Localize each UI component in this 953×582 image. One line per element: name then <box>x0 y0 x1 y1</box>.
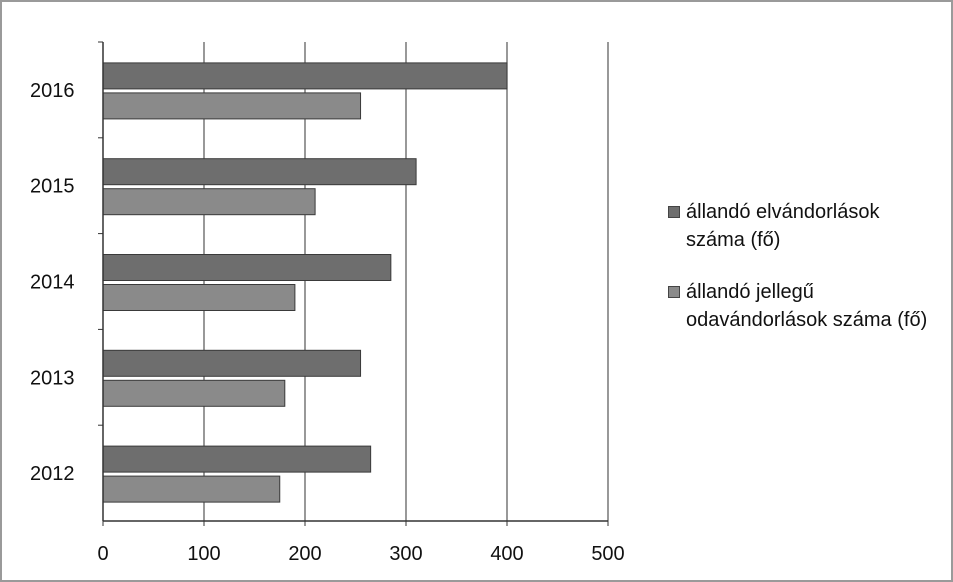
x-tick-label: 100 <box>187 543 220 565</box>
bar-2-2015 <box>102 188 316 216</box>
legend: állandó elvándorlások száma (fő) állandó… <box>668 198 938 358</box>
legend-label-series-2: állandó jellegű odavándorlások száma (fő… <box>686 281 928 331</box>
bar-2-2016 <box>102 92 362 120</box>
bar-2-2013 <box>102 379 286 407</box>
axis-ticks: 0 100 200 300 400 500 <box>97 41 625 565</box>
bar-1-2012 <box>102 445 372 473</box>
category-label: 2013 <box>30 367 75 389</box>
legend-swatch-series-2 <box>668 286 680 298</box>
legend-item-series-2: állandó jellegű odavándorlások száma (fő… <box>668 278 938 334</box>
bar-1-2015 <box>102 158 417 186</box>
bar-2-2012 <box>102 475 281 503</box>
gridlines <box>203 42 609 521</box>
x-tick-label: 300 <box>389 543 422 565</box>
legend-swatch-series-1 <box>668 206 680 218</box>
legend-label-series-1: állandó elvándorlások száma (fő) <box>686 201 880 251</box>
bar-2-2014 <box>102 284 296 311</box>
category-label: 2014 <box>30 272 75 294</box>
bar-1-2013 <box>102 349 362 377</box>
category-label: 2012 <box>30 463 75 485</box>
x-tick-label: 500 <box>591 543 624 565</box>
bars <box>102 62 508 503</box>
x-tick-label: 0 <box>97 543 108 565</box>
legend-item-series-1: állandó elvándorlások száma (fő) <box>668 198 938 254</box>
x-tick-label: 400 <box>490 543 523 565</box>
x-tick-label: 200 <box>288 543 321 565</box>
category-label: 2015 <box>30 176 75 198</box>
category-label: 2016 <box>30 80 75 102</box>
bar-1-2016 <box>102 62 508 90</box>
category-labels: 2012 2013 2014 2015 2016 <box>30 80 75 485</box>
bar-1-2014 <box>102 254 392 281</box>
